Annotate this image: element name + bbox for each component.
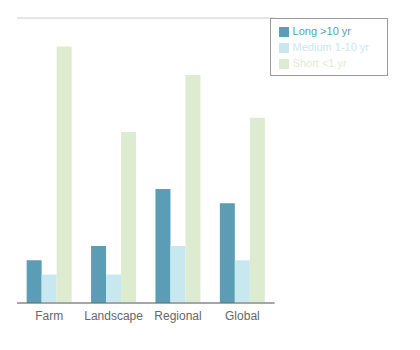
html-text:Medium 1-10 yr: Medium 1-10 yr <box>292 41 369 53</box>
html-text:Long >10 yr: Long >10 yr <box>292 25 351 37</box>
html-text:Short <1 yr: Short <1 yr <box>292 57 347 69</box>
svg-text:Farm: Farm <box>35 309 63 323</box>
svg-text:Global: Global <box>225 309 260 323</box>
svg-text:Landscape: Landscape <box>84 309 143 323</box>
svg-text:Regional: Regional <box>154 309 201 323</box>
